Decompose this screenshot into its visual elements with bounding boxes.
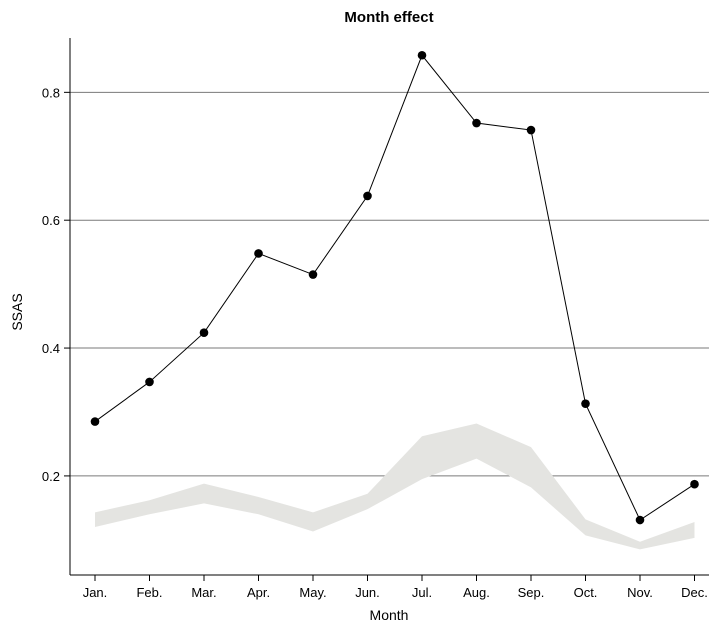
- data-series: [90, 50, 699, 525]
- y-tick-label: 0.2: [42, 469, 60, 484]
- x-axis-label: Month: [370, 607, 409, 623]
- x-tick-label: Jun.: [355, 585, 380, 600]
- y-tick-label: 0.8: [42, 85, 60, 100]
- data-point-feb: [145, 377, 154, 387]
- series-line-0: [94, 54, 695, 521]
- x-tick-label: May.: [299, 585, 326, 600]
- y-axis-label: SSAS: [9, 293, 25, 330]
- chart-title: Month effect: [344, 9, 433, 26]
- data-point-may: [308, 270, 318, 279]
- reference-band-area: [95, 423, 695, 550]
- x-ticks: Jan. Feb. Mar. Apr. May. Jun. Jul. Aug. Sep. Oct.…: [83, 575, 708, 600]
- data-point-nov: [635, 515, 645, 525]
- y-ticks: 0.2 0.4 0.6 0.8: [42, 85, 70, 484]
- x-tick-label: Feb.: [136, 585, 162, 600]
- data-point-jan: [90, 417, 100, 426]
- data-point-oct: [581, 399, 590, 408]
- x-tick-label: Aug.: [463, 585, 490, 600]
- x-tick-label: Dec.: [681, 585, 708, 600]
- x-tick-label: Jul.: [412, 585, 432, 600]
- data-point-apr: [254, 249, 263, 258]
- x-tick-label: Jan.: [83, 585, 108, 600]
- data-point-jun: [363, 191, 372, 201]
- x-tick-label: Nov.: [627, 585, 653, 600]
- data-point-jul: [417, 50, 427, 60]
- axes: [69, 38, 709, 576]
- data-point-aug: [472, 118, 481, 128]
- x-tick-label: Sep.: [518, 585, 545, 600]
- data-point-dec: [690, 479, 699, 489]
- reference-band: [95, 423, 695, 550]
- gridlines: [70, 91, 709, 477]
- data-point-sep: [526, 125, 536, 135]
- x-tick-label: Mar.: [191, 585, 216, 600]
- y-tick-label: 0.6: [42, 213, 60, 228]
- data-point-mar: [199, 328, 209, 338]
- x-tick-label: Apr.: [247, 585, 270, 600]
- y-tick-label: 0.4: [42, 341, 60, 356]
- x-tick-label: Oct.: [574, 585, 598, 600]
